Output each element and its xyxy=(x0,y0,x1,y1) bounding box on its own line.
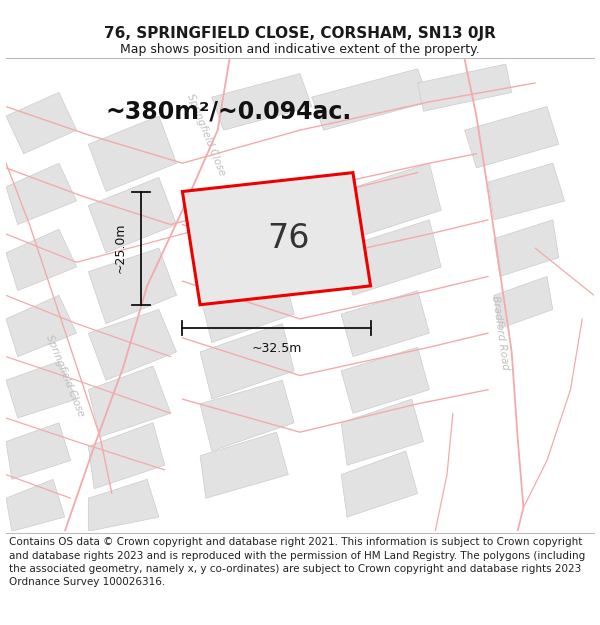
Polygon shape xyxy=(494,276,553,328)
Polygon shape xyxy=(88,309,176,380)
Text: Bradford Road: Bradford Road xyxy=(490,295,510,371)
Polygon shape xyxy=(88,479,159,531)
Polygon shape xyxy=(200,380,294,451)
Polygon shape xyxy=(341,220,441,295)
Polygon shape xyxy=(6,163,77,224)
Polygon shape xyxy=(200,432,288,498)
Polygon shape xyxy=(341,291,430,357)
Polygon shape xyxy=(88,177,176,253)
Polygon shape xyxy=(312,69,430,130)
Polygon shape xyxy=(200,324,294,399)
Polygon shape xyxy=(6,92,77,154)
Text: 76: 76 xyxy=(267,222,310,255)
Polygon shape xyxy=(212,74,312,130)
Polygon shape xyxy=(88,248,176,324)
Text: 76, SPRINGFIELD CLOSE, CORSHAM, SN13 0JR: 76, SPRINGFIELD CLOSE, CORSHAM, SN13 0JR xyxy=(104,26,496,41)
Text: Springfield Close: Springfield Close xyxy=(185,92,227,178)
Text: Map shows position and indicative extent of the property.: Map shows position and indicative extent… xyxy=(120,43,480,56)
Polygon shape xyxy=(6,295,77,357)
Polygon shape xyxy=(488,163,565,220)
Text: Contains OS data © Crown copyright and database right 2021. This information is : Contains OS data © Crown copyright and d… xyxy=(9,538,585,587)
Polygon shape xyxy=(88,116,176,191)
Text: ~380m²/~0.094ac.: ~380m²/~0.094ac. xyxy=(106,99,352,123)
Polygon shape xyxy=(6,229,77,291)
Polygon shape xyxy=(494,220,559,276)
Polygon shape xyxy=(464,106,559,168)
Polygon shape xyxy=(341,348,430,413)
Polygon shape xyxy=(182,173,371,305)
Polygon shape xyxy=(341,451,418,517)
Polygon shape xyxy=(88,422,165,489)
Polygon shape xyxy=(341,399,424,465)
Polygon shape xyxy=(6,422,71,479)
Text: ~32.5m: ~32.5m xyxy=(251,342,302,356)
Polygon shape xyxy=(6,479,65,531)
Polygon shape xyxy=(200,267,294,342)
Text: Springfield Close: Springfield Close xyxy=(44,333,86,418)
Text: ~25.0m: ~25.0m xyxy=(113,223,127,273)
Polygon shape xyxy=(6,361,77,418)
Polygon shape xyxy=(418,64,512,111)
Polygon shape xyxy=(341,163,441,239)
Polygon shape xyxy=(88,366,170,437)
